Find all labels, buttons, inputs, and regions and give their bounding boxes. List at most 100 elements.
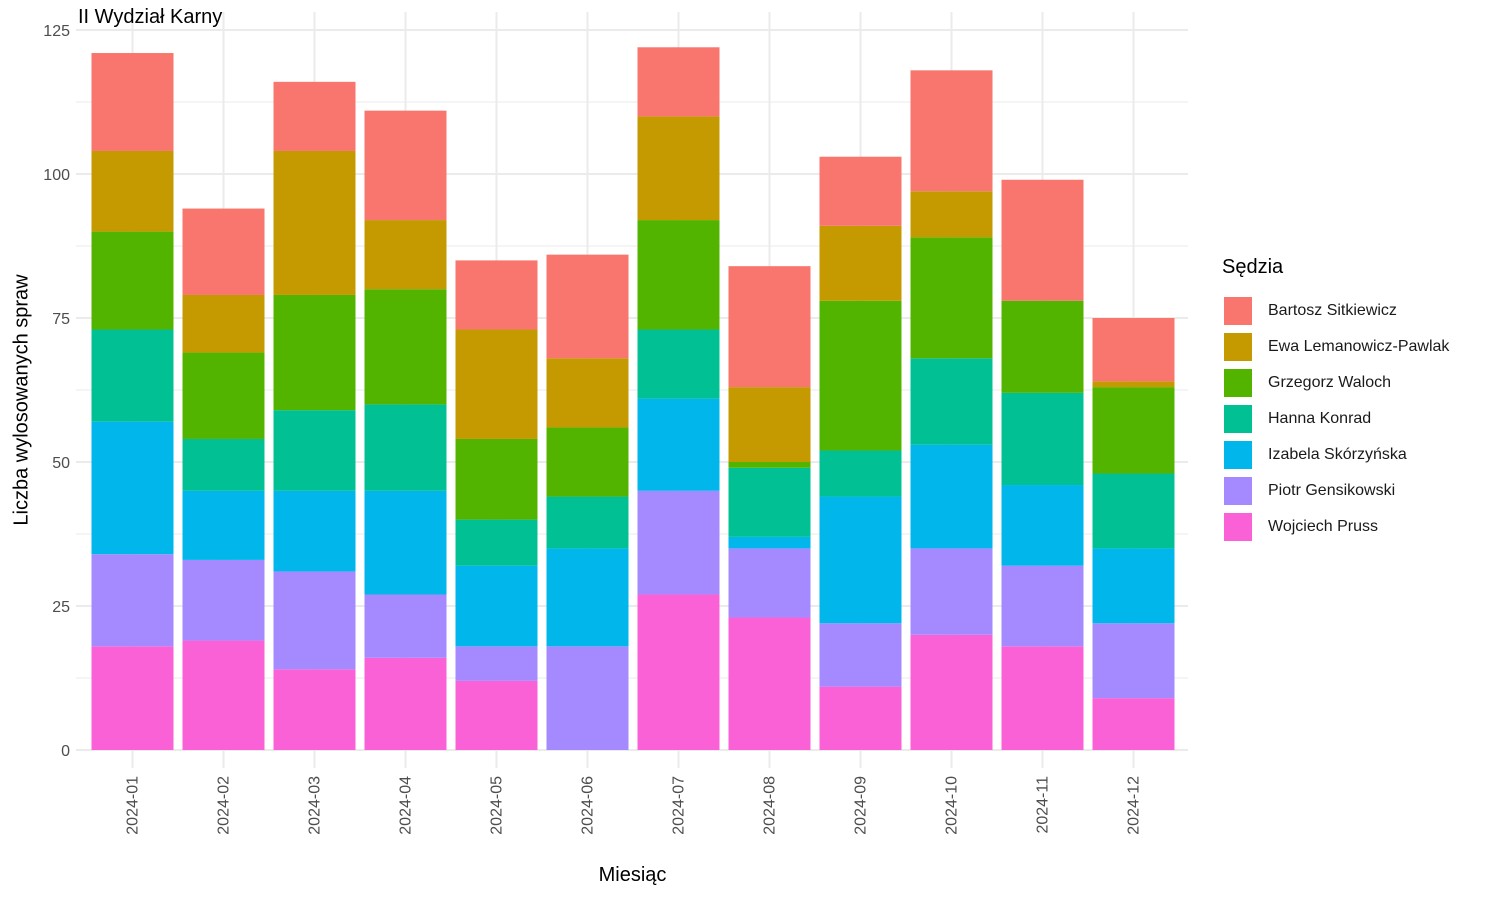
bar-segment <box>273 150 356 295</box>
bar-segment <box>728 266 811 388</box>
bar-segment <box>728 467 811 537</box>
bar-segment <box>819 300 902 451</box>
bar-segment <box>91 421 174 555</box>
bar-segment <box>910 191 993 238</box>
bar-segment <box>1001 646 1084 750</box>
bar-segment <box>273 81 356 151</box>
legend-items: Bartosz Sitkiewicz Ewa Lemanowicz-Pawlak G… <box>1222 293 1449 545</box>
bar-segment <box>182 438 265 491</box>
bar-segment <box>455 329 538 439</box>
bar-segment <box>637 398 720 491</box>
bar-segment <box>546 254 629 359</box>
bar-segment <box>819 225 902 301</box>
bar-segment <box>182 490 265 560</box>
y-axis-label: Liczba wylosowanych spraw <box>10 274 33 526</box>
bar-segment <box>910 548 993 635</box>
bar-segment <box>1001 392 1084 486</box>
bar-segment <box>91 231 174 330</box>
bar-segment <box>1092 318 1175 382</box>
bar-segment <box>364 404 447 491</box>
bar-segment <box>91 53 174 151</box>
bar-segment <box>910 358 993 445</box>
bar-segment <box>455 646 538 681</box>
legend-title: Sędzia <box>1222 256 1284 278</box>
x-tick-label: 2024-09 <box>853 776 870 835</box>
bar-segment <box>91 554 174 647</box>
legend-item: Ewa Lemanowicz-Pawlak <box>1222 329 1449 365</box>
bar-segment <box>364 110 447 221</box>
bar-segment <box>182 294 265 353</box>
bar-segment <box>728 387 811 462</box>
bar-segment <box>455 565 538 647</box>
legend-key <box>1222 511 1254 543</box>
legend-key <box>1222 367 1254 399</box>
bar-segment <box>1092 381 1175 388</box>
bar-segment <box>1001 300 1084 393</box>
bar-segment <box>546 427 629 497</box>
bar-segment <box>273 669 356 750</box>
bar-segment <box>273 410 356 491</box>
bar-segment <box>1092 623 1175 699</box>
bar-segment <box>91 646 174 750</box>
bar-segment <box>1092 548 1175 624</box>
bar-segment <box>728 548 811 618</box>
x-tick-label: 2024-10 <box>944 776 961 835</box>
bar-segment <box>637 490 720 595</box>
legend-item: Izabela Skórzyńska <box>1222 437 1449 473</box>
legend-label: Piotr Gensikowski <box>1268 482 1396 499</box>
legend-item: Piotr Gensikowski <box>1222 473 1449 509</box>
bar-segment <box>1001 485 1084 566</box>
x-tick-label: 2024-06 <box>580 776 597 835</box>
bar-segment <box>1001 179 1084 301</box>
y-tick-label: 0 <box>61 743 70 760</box>
bar-segment <box>1092 698 1175 750</box>
legend-key <box>1222 331 1254 363</box>
bar-segment <box>455 680 538 750</box>
bar-segment <box>910 237 993 359</box>
bar-segment <box>273 571 356 670</box>
bar-segment <box>182 352 265 439</box>
bar-segment <box>728 617 811 750</box>
bar-segment <box>637 220 720 330</box>
x-tick-label: 2024-12 <box>1126 776 1143 835</box>
bar-segment <box>364 289 447 405</box>
legend-key <box>1222 439 1254 471</box>
legend-label: Hanna Konrad <box>1268 410 1372 427</box>
bar-segment <box>546 496 629 549</box>
legend-label: Wojciech Pruss <box>1268 518 1378 535</box>
bar-segment <box>91 150 174 232</box>
bar-segment <box>637 329 720 399</box>
bar-segment <box>364 594 447 658</box>
bar-segment <box>182 640 265 750</box>
legend-label: Ewa Lemanowicz-Pawlak <box>1268 338 1450 355</box>
legend-label: Grzegorz Waloch <box>1268 374 1391 391</box>
legend-item: Grzegorz Waloch <box>1222 365 1449 401</box>
bar-segment <box>182 559 265 641</box>
bar-segment <box>637 116 720 221</box>
x-axis-label: Miesiąc <box>598 864 667 886</box>
bar-segment <box>182 208 265 295</box>
y-tick-labels: 0 25 50 75 100 125 <box>43 23 70 760</box>
bar-segment <box>910 70 993 192</box>
y-tick-label: 125 <box>43 23 70 40</box>
bar-segment <box>819 156 902 226</box>
bar-segment <box>819 496 902 624</box>
x-tick-label: 2024-11 <box>1035 776 1052 834</box>
bar-segment <box>1092 387 1175 474</box>
legend-label: Bartosz Sitkiewicz <box>1268 302 1397 319</box>
bar-segment <box>273 490 356 572</box>
y-tick-label: 50 <box>52 455 70 472</box>
bar-segment <box>1001 565 1084 647</box>
bar-segment <box>364 657 447 750</box>
bars <box>91 47 1175 750</box>
bar-segment <box>819 450 902 497</box>
bar-segment <box>546 358 629 428</box>
x-tick-label: 2024-02 <box>216 776 233 835</box>
x-tick-label: 2024-08 <box>762 776 779 835</box>
legend-key <box>1222 475 1254 507</box>
bar-segment <box>364 490 447 595</box>
chart-title: II Wydział Karny <box>78 6 223 28</box>
bar-segment <box>364 220 447 290</box>
